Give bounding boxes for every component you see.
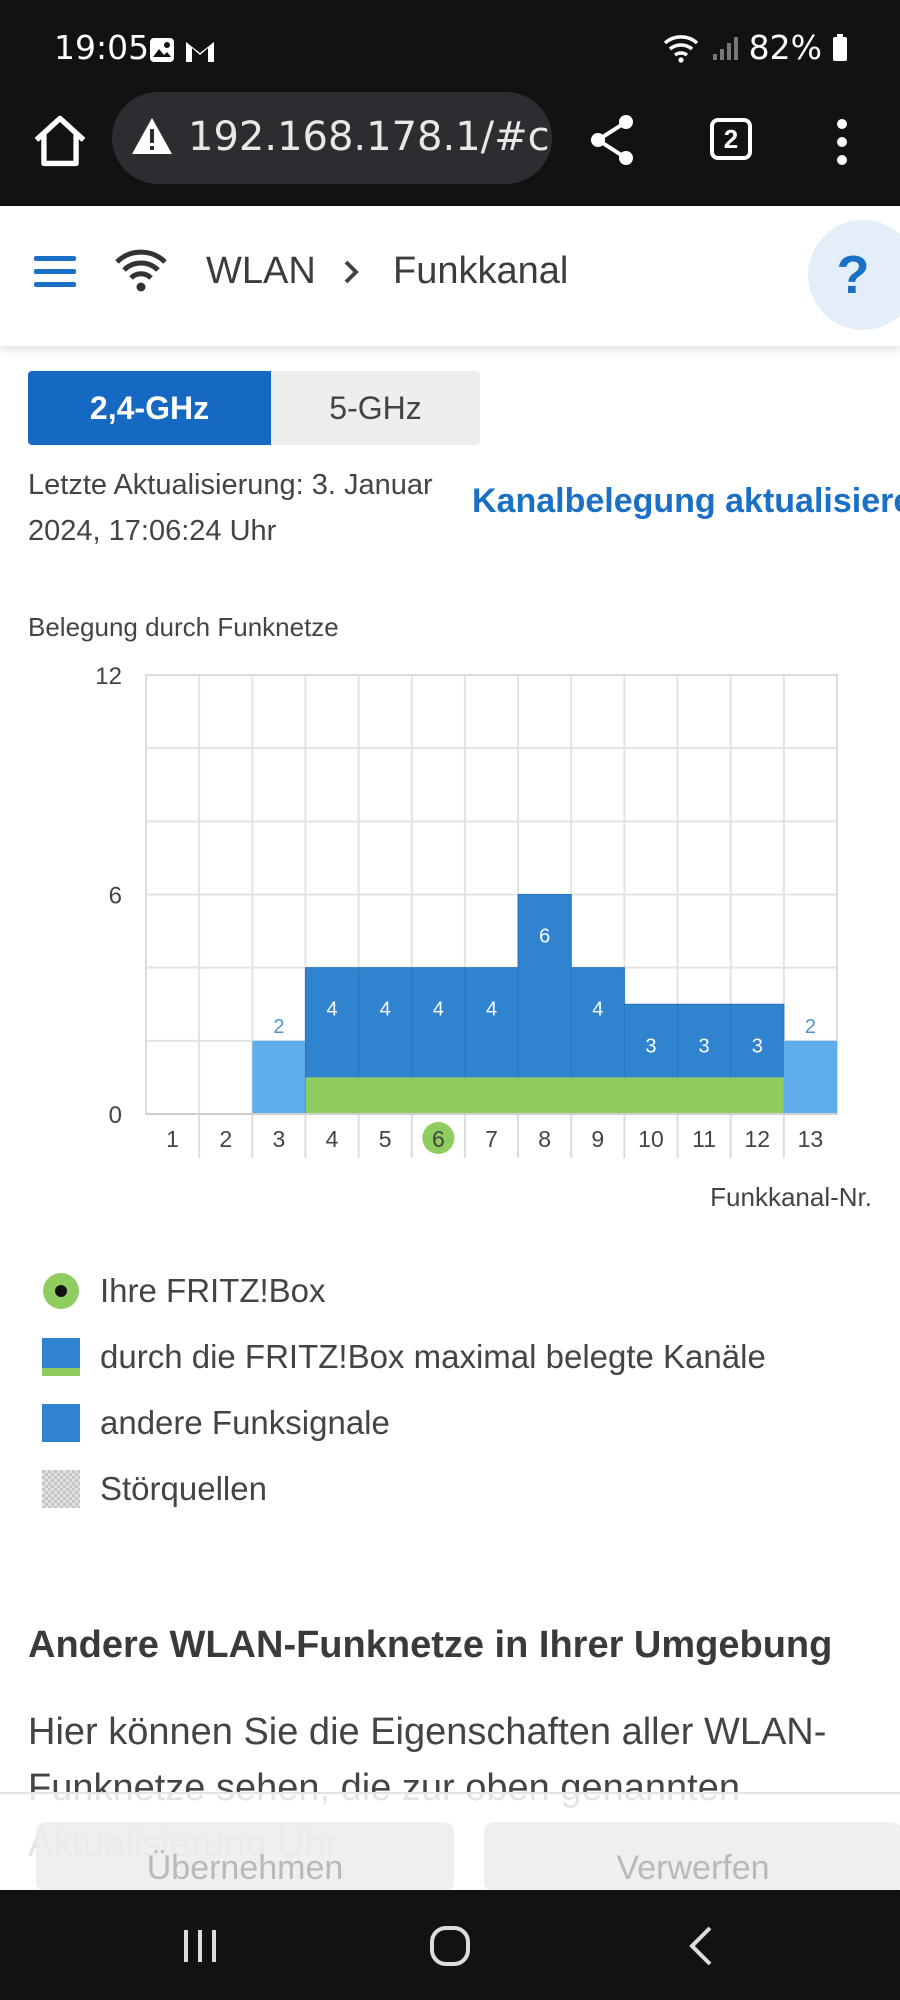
- share-icon[interactable]: [586, 112, 638, 168]
- status-right: 82%: [661, 28, 848, 67]
- legend-label: durch die FRITZ!Box maximal belegte Kanä…: [100, 1338, 766, 1375]
- notification-icons: [148, 36, 216, 64]
- breadcrumb-funkkanal: Funkkanal: [393, 250, 569, 292]
- gmail-icon: [186, 42, 214, 62]
- x-tick-label: 9: [591, 1126, 604, 1152]
- fritzbox-channels-swatch: [42, 1338, 80, 1376]
- own-channel-marker: [422, 1122, 455, 1154]
- x-tick-label: 8: [538, 1126, 551, 1152]
- legend-item-interference: Störquellen: [42, 1456, 766, 1522]
- status-time: 19:05: [54, 28, 150, 67]
- wifi-icon: [663, 34, 698, 63]
- interference-swatch: [42, 1470, 80, 1508]
- bar-value-label: 4: [326, 999, 337, 1021]
- tab-switcher-button[interactable]: 2: [710, 118, 752, 160]
- last-update-line-2: 2024, 17:06:24 Uhr: [28, 515, 277, 547]
- image-icon: [150, 38, 174, 62]
- fritzbox-band: [305, 1077, 784, 1114]
- url-text[interactable]: 192.168.178.1/#ch: [188, 114, 552, 160]
- bar-value-label: 3: [645, 1035, 656, 1057]
- x-tick-label: 6: [432, 1126, 445, 1152]
- recent-apps-icon[interactable]: [180, 1926, 220, 1966]
- bar-value-label: 4: [433, 999, 444, 1021]
- apply-button[interactable]: Übernehmen: [36, 1822, 454, 1892]
- x-tick-label: 4: [326, 1126, 339, 1152]
- last-update-line-1: Letzte Aktualisierung: 3. Januar: [28, 469, 433, 501]
- x-axis-title: Funkkanal-Nr.: [710, 1182, 872, 1212]
- x-tick-label: 3: [272, 1126, 285, 1152]
- bar-value-label: 6: [539, 926, 550, 948]
- back-icon[interactable]: [686, 1924, 716, 1968]
- signal-icon: [712, 36, 738, 60]
- browser-toolbar: 192.168.178.1/#ch 2: [0, 90, 900, 206]
- legend-item-other-signals: andere Funksignale: [42, 1390, 766, 1456]
- legend: Ihre FRITZ!Box durch die FRITZ!Box maxim…: [42, 1258, 766, 1522]
- channel-bar: [252, 1040, 306, 1114]
- system-nav-bar: [0, 1890, 900, 2000]
- wlan-icon: [115, 249, 167, 292]
- y-tick-label: 12: [95, 663, 122, 690]
- footer-actions: Übernehmen Verwerfen: [0, 1792, 900, 1892]
- legend-item-fritzbox: Ihre FRITZ!Box: [42, 1258, 766, 1324]
- tab-2-4-ghz[interactable]: 2,4-GHz: [28, 371, 271, 445]
- more-menu-icon[interactable]: [832, 118, 852, 166]
- legend-label: Störquellen: [100, 1470, 267, 1507]
- y-tick-label: 0: [109, 1102, 122, 1129]
- chart-title: Belegung durch Funknetze: [28, 612, 339, 642]
- section-heading: Andere WLAN-Funknetze in Ihrer Umgebung: [28, 1624, 833, 1666]
- battery-percent: 82%: [748, 28, 822, 67]
- band-tabs: 2,4-GHz 5-GHz: [28, 371, 480, 445]
- app-header: WLAN Funkkanal ?: [0, 206, 900, 346]
- bar-value-label: 4: [486, 999, 497, 1021]
- status-bar: 19:05 82%: [0, 0, 900, 90]
- bar-value-label: 4: [592, 999, 603, 1021]
- x-tick-label: 5: [379, 1126, 392, 1152]
- discard-button[interactable]: Verwerfen: [484, 1822, 900, 1892]
- channel-bar: [517, 894, 572, 1115]
- last-update-text: Letzte Aktualisierung: 3. Januar 2024, 1…: [28, 462, 488, 554]
- bar-value-label: 2: [805, 1016, 816, 1038]
- bar-value-label: 3: [752, 1035, 763, 1057]
- x-tick-label: 7: [485, 1126, 498, 1152]
- bar-value-label: 4: [380, 999, 391, 1021]
- x-tick-label: 10: [638, 1126, 664, 1152]
- fritzbox-dot-icon: [43, 1273, 79, 1309]
- legend-label: andere Funksignale: [100, 1404, 390, 1441]
- battery-icon: [833, 33, 847, 61]
- breadcrumb-wlan[interactable]: WLAN: [206, 250, 316, 292]
- legend-label: Ihre FRITZ!Box: [100, 1272, 326, 1309]
- bar-value-label: 2: [273, 1016, 284, 1038]
- warning-icon[interactable]: [130, 116, 174, 156]
- bar-value-label: 3: [699, 1035, 710, 1057]
- x-tick-label: 13: [798, 1126, 824, 1152]
- other-signals-swatch: [42, 1404, 80, 1442]
- help-button[interactable]: ?: [808, 220, 900, 330]
- tab-5-ghz[interactable]: 5-GHz: [271, 371, 480, 445]
- y-tick-label: 6: [109, 883, 122, 910]
- home-icon[interactable]: [30, 112, 90, 172]
- chevron-right-icon: [344, 260, 359, 284]
- channel-bar: [783, 1040, 837, 1114]
- x-tick-label: 12: [744, 1126, 770, 1152]
- hamburger-menu-icon[interactable]: [32, 250, 78, 294]
- legend-item-fritzbox-channels: durch die FRITZ!Box maximal belegte Kanä…: [42, 1324, 766, 1390]
- x-tick-label: 1: [166, 1126, 179, 1152]
- url-bar[interactable]: 192.168.178.1/#ch: [112, 92, 552, 184]
- x-tick-label: 2: [219, 1126, 232, 1152]
- home-nav-icon[interactable]: [428, 1924, 472, 1968]
- x-tick-label: 11: [692, 1126, 716, 1152]
- refresh-channel-link[interactable]: Kanalbelegung aktualisieren: [472, 482, 900, 520]
